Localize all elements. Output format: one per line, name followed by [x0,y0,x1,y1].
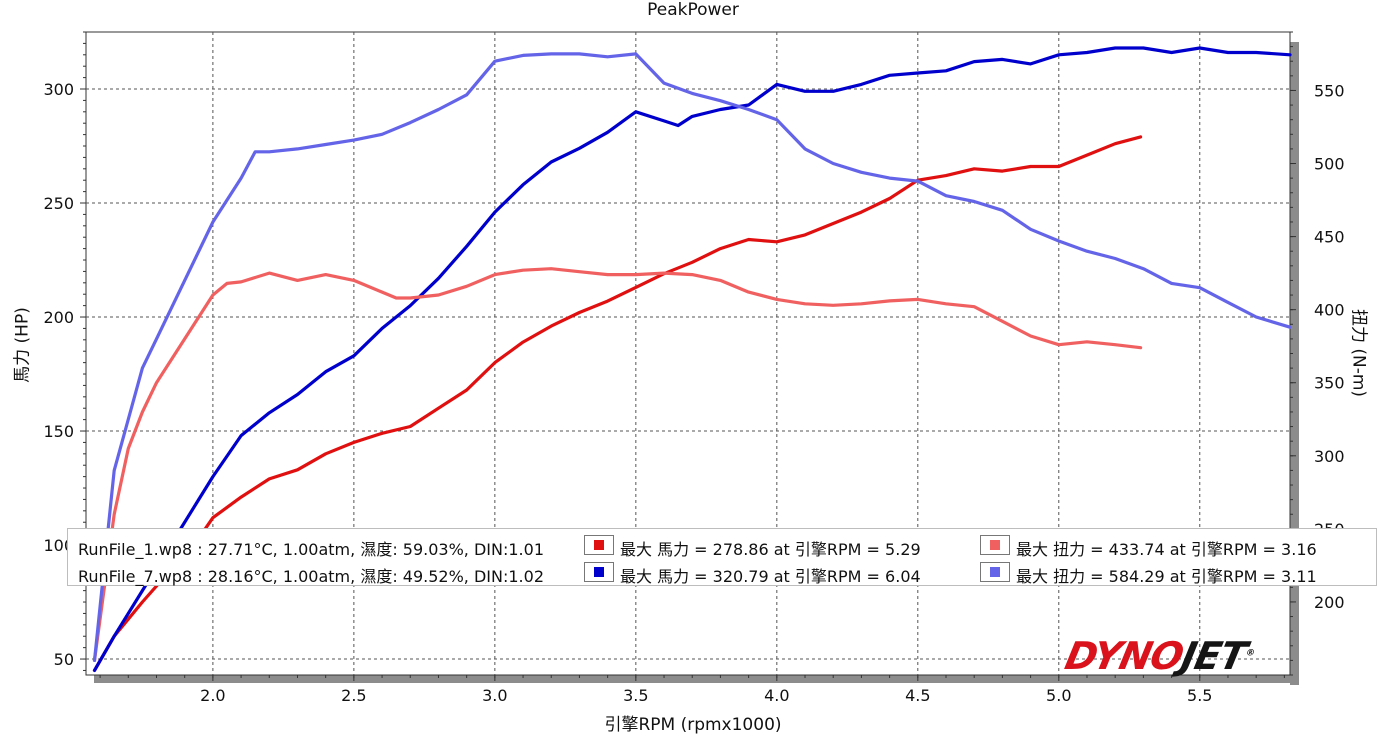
plot-shadow-right [1290,42,1299,685]
dynojet-logo: DYNOJET® [1061,634,1258,678]
series-line-0 [92,135,1143,673]
legend-run1-hp-text: 最大 馬力 = 278.86 at 引擎RPM = 5.29 [620,540,921,559]
legend-run1-hp-swatch [584,535,614,555]
swatch-fill [990,567,1000,577]
legend-run7-hp-swatch [584,562,614,582]
y-left-tick-label: 300 [43,80,74,99]
x-tick-label: 4.0 [764,686,789,705]
x-tick-label: 5.5 [1187,686,1212,705]
y-right-tick-label: 500 [1314,155,1345,174]
legend-run7-tq-text: 最大 扭力 = 584.29 at 引擎RPM = 3.11 [1016,567,1317,586]
y-right-tick-label: 550 [1314,81,1345,100]
legend-run1-tq-text: 最大 扭力 = 433.74 at 引擎RPM = 3.16 [1016,540,1317,559]
legend-row-run1: RunFile_1.wp8 : 27.71°C, 1.00atm, 濕度: 59… [68,531,1376,559]
legend-run1-tq-swatch [980,535,1010,555]
legend-row-run7: RunFile_7.wp8 : 28.16°C, 1.00atm, 濕度: 49… [68,558,1376,586]
y-right-tick-label: 450 [1314,228,1345,247]
legend: RunFile_1.wp8 : 27.71°C, 1.00atm, 濕度: 59… [67,528,1377,586]
y-left-tick-label: 250 [43,194,74,213]
y-left-tick-label: 150 [43,422,74,441]
swatch-fill [990,540,1000,550]
x-tick-label: 2.5 [341,686,366,705]
y-right-tick-label: 200 [1314,593,1345,612]
y-left-tick-label: 200 [43,308,74,327]
y-axis-right-label: 扭力 (N-m) [1348,308,1369,398]
x-tick-label: 5.0 [1046,686,1071,705]
logo-part2: JET [1177,634,1250,678]
legend-run7-label: RunFile_7.wp8 : 28.16°C, 1.00atm, 濕度: 49… [78,567,544,586]
logo-part1: DYNO [1061,634,1187,678]
x-tick-label: 3.0 [482,686,507,705]
series-line-3 [92,52,1292,663]
y-axis-left-label: 馬力 (HP) [12,307,33,383]
x-axis-label: 引擎RPM (rpmx1000) [604,715,782,735]
swatch-fill [594,567,604,577]
y-left-tick-label: 50 [54,650,74,669]
plot-shadow-bottom [94,675,1298,683]
legend-run1-label: RunFile_1.wp8 : 27.71°C, 1.00atm, 濕度: 59… [78,540,544,559]
x-tick-label: 2.0 [200,686,225,705]
x-tick-label: 4.5 [905,686,930,705]
chart-title: PeakPower [647,0,739,20]
y-right-tick-label: 350 [1314,374,1345,393]
y-left-tick-label: 100 [43,536,74,555]
x-tick-label: 3.5 [623,686,648,705]
y-right-tick-label: 300 [1314,447,1345,466]
series-line-1 [92,46,1292,673]
legend-run7-hp-text: 最大 馬力 = 320.79 at 引擎RPM = 6.04 [620,567,921,586]
swatch-fill [594,540,604,550]
series-line-2 [92,267,1143,663]
y-right-tick-label: 400 [1314,301,1345,320]
legend-run7-tq-swatch [980,562,1010,582]
